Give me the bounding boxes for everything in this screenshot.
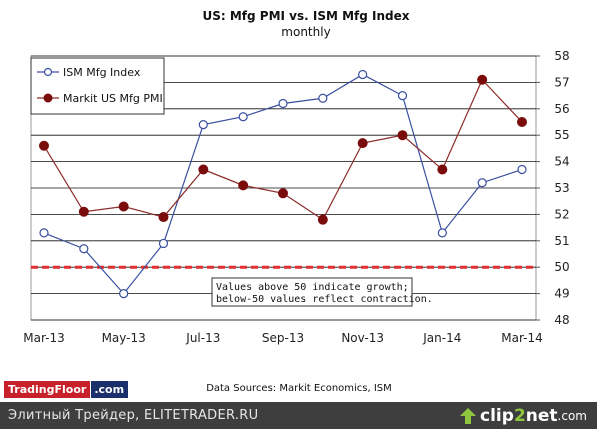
y-tick-label: 56: [554, 102, 569, 116]
data-point: [437, 164, 448, 175]
data-point: [317, 214, 328, 225]
chart-subtitle: monthly: [281, 25, 330, 39]
x-axis-ticks: Mar-13 May-13 Jul-13 Sep-13 Nov-13 Jan-14 Mar-…: [23, 331, 542, 345]
data-point: [357, 138, 368, 149]
chart: US: Mfg PMI vs. ISM Mfg Index monthly 48…: [23, 9, 570, 394]
y-tick-label: 49: [554, 287, 569, 301]
data-point: [477, 178, 487, 188]
clip2net-logo: clip 2 net .com: [459, 406, 597, 426]
y-tick-label: 52: [554, 207, 569, 221]
annotation-line-1: Values above 50 indicate growth;: [216, 282, 409, 293]
x-tick-label: Jan-14: [422, 331, 461, 345]
data-point: [39, 228, 49, 238]
y-tick-label: 48: [554, 313, 569, 327]
x-tick-label: Sep-13: [262, 331, 304, 345]
legend-pmi-label: Markit US Mfg PMI: [63, 92, 163, 105]
logo-suffix: .com: [557, 408, 587, 423]
annotation-line-2: below-50 values reflect contraction.: [216, 294, 433, 305]
y-axis-ticks: 48 49 50 51 52 53 54 55 56 57 58: [536, 49, 570, 327]
brand-part-2: .com: [91, 381, 129, 398]
y-tick-label: 54: [554, 155, 569, 169]
data-point: [358, 69, 368, 80]
annotation-box: Values above 50 indicate growth; below-5…: [211, 277, 433, 307]
data-point: [437, 228, 447, 238]
x-tick-label: May-13: [102, 331, 146, 345]
legend-ism-label: ISM Mfg Index: [63, 66, 141, 79]
data-point: [79, 244, 89, 254]
grid: [30, 55, 537, 321]
logo-part-2: 2: [513, 405, 526, 426]
series-layer: [39, 69, 527, 299]
data-point: [119, 289, 129, 299]
data-point: [198, 120, 208, 130]
legend: ISM Mfg Index Markit US Mfg PMI: [30, 57, 165, 115]
data-point: [278, 188, 288, 199]
brand-part-1: TradingFloor: [4, 381, 91, 398]
data-point: [278, 98, 288, 109]
data-point: [78, 206, 89, 217]
data-point: [517, 117, 527, 127]
data-point: [397, 90, 408, 101]
data-point: [397, 130, 408, 141]
data-point: [318, 93, 328, 103]
logo-part-1: clip: [480, 405, 514, 426]
clip2net-icon: [460, 407, 477, 424]
y-tick-label: 53: [554, 181, 569, 195]
data-point: [118, 201, 129, 212]
y-tick-label: 55: [554, 128, 569, 142]
data-point: [517, 164, 527, 175]
footer-bar: Элитный Трейдер, ELITETRADER.RU clip 2 net…: [0, 402, 597, 429]
data-point: [477, 74, 488, 85]
x-tick-label: Mar-13: [23, 331, 64, 345]
data-point: [158, 212, 169, 223]
y-tick-label: 58: [554, 49, 569, 63]
data-point: [238, 112, 248, 122]
data-point: [158, 238, 169, 249]
chart-title: US: Mfg PMI vs. ISM Mfg Index: [202, 9, 409, 23]
series-pmi: [39, 74, 527, 225]
legend-pmi-marker: [43, 93, 53, 103]
footer-text: Элитный Трейдер, ELITETRADER.RU: [8, 408, 259, 423]
data-point: [39, 140, 49, 151]
x-tick-label: Jul-13: [185, 331, 220, 345]
y-tick-label: 51: [554, 234, 569, 248]
legend-ism-marker: [43, 67, 53, 77]
y-tick-label: 50: [554, 260, 569, 274]
logo-part-3: net: [525, 405, 558, 426]
data-source: Data Sources: Markit Economics, ISM: [206, 383, 392, 394]
data-point: [198, 164, 209, 175]
series-ism: [39, 69, 527, 299]
data-point: [238, 180, 249, 191]
x-tick-label: Nov-13: [341, 331, 384, 345]
tradingfloor-logo: TradingFloor .com: [4, 381, 129, 398]
y-tick-label: 57: [554, 75, 569, 89]
x-tick-label: Mar-14: [501, 331, 542, 345]
